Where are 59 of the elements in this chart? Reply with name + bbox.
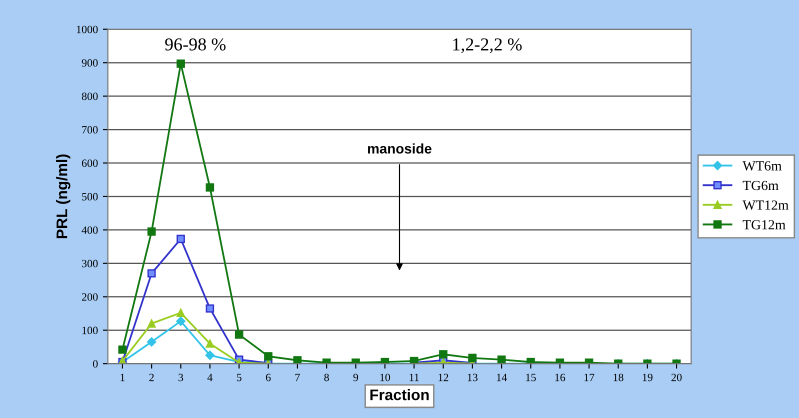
x-tick-label: 20	[671, 374, 682, 382]
x-tick-label: 17	[584, 374, 594, 382]
legend-label: WT6m	[742, 161, 782, 171]
x-tick-label: 4	[207, 374, 213, 382]
x-tick-label: 7	[295, 374, 300, 382]
point	[176, 234, 185, 244]
point	[497, 355, 506, 364]
y-tick-label: 700	[82, 126, 98, 134]
x-tick-label: 3	[178, 374, 184, 382]
x-tick-label: 1	[120, 374, 125, 382]
x-tick-label: 10	[380, 374, 390, 382]
point	[146, 337, 156, 347]
x-tick-label: 8	[324, 374, 329, 382]
x-tick-label: 9	[353, 374, 358, 382]
legend-label: TG6m	[742, 180, 779, 190]
x-tick-label: 2	[149, 374, 154, 382]
y-tick-label: 900	[82, 59, 98, 67]
point	[234, 330, 244, 339]
x-tick-label: 11	[410, 374, 419, 382]
x-tick-label: 14	[496, 374, 507, 382]
point	[205, 350, 215, 360]
point	[206, 304, 214, 313]
x-tick-label: 16	[555, 374, 566, 382]
point	[468, 354, 477, 362]
point	[439, 350, 448, 358]
point	[147, 319, 156, 328]
x-tick-label: 19	[642, 374, 652, 382]
y-tick-label: 0	[93, 360, 98, 368]
y-tick-label: 300	[82, 260, 98, 268]
annotation: 1,2-2,2 %	[453, 38, 522, 54]
point	[147, 227, 156, 236]
y-tick-label: 400	[82, 226, 98, 234]
point	[176, 308, 185, 317]
point	[206, 183, 214, 192]
point	[293, 356, 302, 364]
annotation: 96-98 %	[165, 38, 226, 51]
point	[147, 269, 156, 278]
y-tick-label: 800	[82, 92, 98, 100]
y-axis-title: PRL (ng/ml)	[56, 154, 70, 238]
point	[176, 316, 186, 326]
x-tick-label: 15	[526, 374, 536, 382]
y-tick-label: 200	[82, 293, 98, 301]
point	[206, 339, 214, 348]
point	[176, 60, 185, 68]
annotation: manoside	[368, 143, 432, 154]
x-axis-title: Fraction	[370, 389, 429, 400]
y-tick-label: 600	[82, 159, 98, 167]
y-tick-label: 500	[82, 192, 98, 200]
x-tick-label: 18	[614, 374, 624, 382]
point	[264, 352, 272, 360]
legend-label: WT12m	[742, 200, 789, 210]
x-tick-label: 13	[468, 374, 478, 382]
x-tick-label: 5	[236, 374, 242, 382]
y-tick-label: 100	[82, 326, 98, 334]
x-tick-label: 12	[438, 374, 448, 382]
point	[118, 345, 127, 354]
x-tick-label: 6	[266, 374, 271, 382]
legend-label: TG12m	[742, 220, 786, 230]
y-tick-label: 1000	[76, 26, 98, 34]
